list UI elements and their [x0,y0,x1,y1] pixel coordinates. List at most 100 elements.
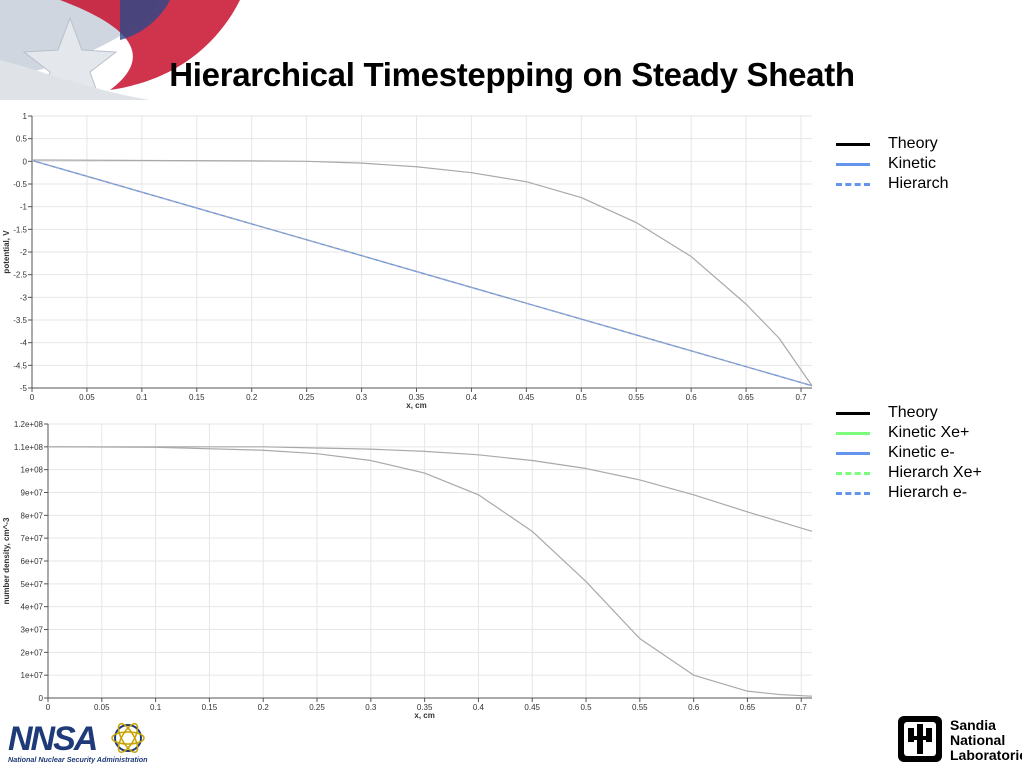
legend-swatch [836,428,870,438]
sandia-logo: Sandia National Laboratories [896,714,1024,771]
x-tick-label: 0.25 [299,393,315,402]
legend-label: Theory [888,404,938,421]
nnsa-caption: National Nuclear Security Administration [8,755,148,764]
x-tick-label: 0.5 [580,703,592,712]
corner-flag-decoration [0,0,240,100]
legend-item: Hierarch e- [836,483,982,503]
y-tick-label: 7e+07 [21,534,44,543]
y-tick-label: 9e+07 [21,489,44,498]
x-tick-label: 0 [30,393,35,402]
series-line-0 [48,446,813,532]
legend-swatch [836,139,870,149]
legend-item: Theory [836,403,982,423]
slide-title: Hierarchical Timestepping on Steady Shea… [169,56,855,93]
y-tick-label: -1.5 [13,225,27,234]
x-tick-label: 0.6 [686,393,698,402]
legend-item: Theory [836,134,948,154]
x-tick-label: 0.7 [795,393,807,402]
sandia-thunderbird-icon [898,716,942,762]
legend-label: Kinetic Xe+ [888,424,970,441]
series-line-1 [47,446,813,697]
x-tick-label: 0.1 [150,703,162,712]
x-tick-label: 0.6 [688,703,700,712]
y-tick-label: -4.5 [13,361,27,370]
legend-swatch [836,179,870,189]
sandia-line2: National [950,732,1005,748]
legend-label: Hierarch Xe+ [888,464,982,481]
x-tick-label: 0 [46,703,51,712]
legend-swatch [836,488,870,498]
nnsa-logo: NNSA National Nuclear Security Administr… [6,718,156,769]
y-tick-label: -3 [20,293,28,302]
y-tick-label: 0.5 [16,135,28,144]
y-axis-label: number density, cm^-3 [2,517,11,604]
y-tick-label: 1.2e+08 [14,420,44,429]
x-tick-label: 0.15 [189,393,205,402]
y-tick-label: 0 [23,157,28,166]
y-tick-label: 1 [23,112,28,121]
x-tick-label: 0.7 [796,703,808,712]
y-tick-label: -5 [20,384,28,393]
legend-swatch [836,408,870,418]
y-tick-label: -1 [20,203,28,212]
legend-item: Kinetic Xe+ [836,423,982,443]
sandia-line3: Laboratories [950,747,1022,763]
x-tick-label: 0.35 [409,393,425,402]
density-legend: Theory Kinetic Xe+ Kinetic e- Hierarch Xe+ H… [836,403,982,503]
legend-swatch [836,159,870,169]
legend-label: Hierarch [888,175,949,192]
x-tick-label: 0.4 [466,393,478,402]
y-tick-label: -0.5 [13,180,27,189]
density-chart: 1.2e+08 1.1e+08 1e+08 9e+07 8e+07 7e+07 6e+07 5… [2,420,813,720]
y-axis-label: potential, V [2,230,11,274]
y-tick-label: -4 [20,339,28,348]
x-tick-label: 0.35 [417,703,433,712]
legend-label: Hierarch e- [888,484,968,501]
y-tick-label: -3.5 [13,316,27,325]
legend-label: Theory [888,135,938,152]
potential-chart: 10.50-0.5-1-1.5-2-2.5-3-3.5-4-4.5-50 0.05… [2,112,813,410]
x-tick-label: 0.15 [202,703,218,712]
y-tick-label: 4e+07 [21,603,44,612]
y-tick-label: 8e+07 [21,511,44,520]
nnsa-wordmark: NNSA [8,720,145,758]
legend-item: Kinetic e- [836,443,982,463]
legend-label: Kinetic e- [888,444,955,461]
legend-item: Kinetic [836,154,948,174]
x-tick-label: 0.55 [632,703,648,712]
x-tick-label: 0.55 [628,393,644,402]
x-tick-label: 0.45 [524,703,540,712]
x-tick-label: 0.4 [473,703,485,712]
sandia-line1: Sandia [950,717,996,733]
y-tick-label: 1.1e+08 [14,443,44,452]
x-tick-label: 0.3 [365,703,377,712]
x-tick-label: 0.2 [258,703,270,712]
x-tick-label: 0.5 [576,393,588,402]
y-tick-label: -2 [20,248,28,257]
x-tick-label: 0.3 [356,393,368,402]
legend-swatch [836,468,870,478]
x-tick-label: 0.45 [519,393,535,402]
y-tick-label: -2.5 [13,271,27,280]
y-tick-label: 2e+07 [21,648,44,657]
series-line-2 [31,159,813,387]
x-tick-label: 0.05 [79,393,95,402]
x-tick-label: 0.05 [94,703,110,712]
x-tick-label: 0.65 [738,393,754,402]
potential-legend: Theory Kinetic Hierarch [836,134,948,194]
series-line-0 [31,159,813,387]
legend-item: Hierarch Xe+ [836,463,982,483]
x-tick-label: 0.65 [740,703,756,712]
x-tick-label: 0.25 [309,703,325,712]
x-axis-label: x, cm [406,401,426,410]
y-tick-label: 6e+07 [21,557,44,566]
x-axis-label: x, cm [414,711,434,720]
y-tick-label: 5e+07 [21,580,44,589]
y-tick-label: 1e+08 [21,466,44,475]
legend-swatch [836,448,870,458]
legend-label: Kinetic [888,155,937,172]
y-tick-label: 0 [39,694,44,703]
y-tick-label: 1e+07 [21,671,44,680]
x-tick-label: 0.2 [246,393,258,402]
x-tick-label: 0.1 [136,393,148,402]
